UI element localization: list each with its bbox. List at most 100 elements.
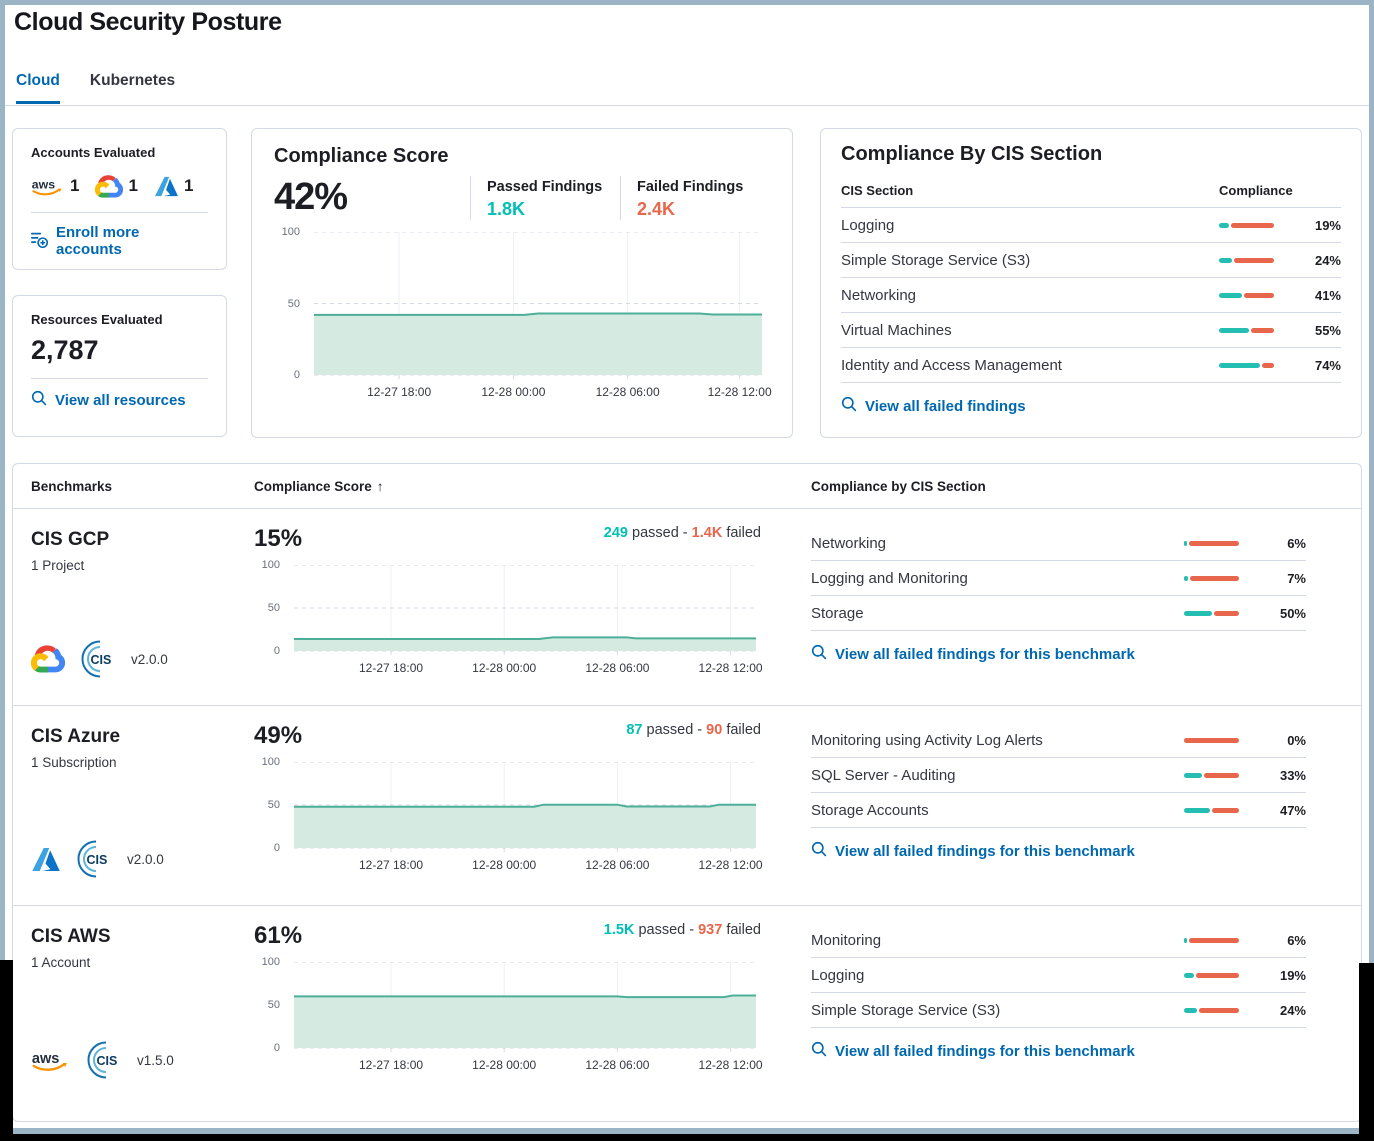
cis-section-row: Networking 41% (841, 278, 1341, 313)
compliance-meter: 19% (1184, 968, 1306, 983)
section-name: Storage (811, 604, 864, 622)
view-all-resources-link[interactable]: View all resources (31, 390, 208, 410)
cis-section-rows: Logging 19% Simple Storage Service (S3) … (841, 208, 1341, 383)
letterbox-bottom-left (0, 960, 13, 1141)
tabs: Cloud Kubernetes (16, 72, 175, 104)
x-axis-label: 12-28 00:00 (472, 1058, 537, 1072)
compliance-percent: 74% (1314, 357, 1341, 373)
compliance-meter: 55% (1219, 323, 1341, 338)
enroll-more-accounts-link[interactable]: Enroll more accounts (31, 224, 208, 258)
divider (31, 378, 208, 379)
bar-passed-segment (1184, 540, 1187, 546)
y-axis-label: 0 (273, 842, 280, 854)
col-compliance-score-sort[interactable]: Compliance Score ↑ (254, 478, 384, 494)
compliance-score-title: Compliance Score (274, 145, 449, 167)
passed-failed-summary: 1.5K passed - 937 failed (603, 922, 761, 938)
benchmark-version: v2.0.0 (131, 651, 168, 667)
gcp-icon (95, 174, 124, 198)
search-icon (811, 841, 827, 857)
trend-area-svg (294, 961, 756, 1052)
compliance-meter: 50% (1184, 606, 1306, 621)
compliance-meter: 6% (1184, 933, 1306, 948)
search-icon (811, 644, 827, 664)
view-failed-findings-benchmark-link[interactable]: View all failed findings for this benchm… (811, 841, 1306, 861)
search-icon (811, 841, 827, 861)
bar-failed-segment (1196, 972, 1239, 978)
trend-area-svg (294, 761, 756, 852)
compliance-bar (1219, 327, 1274, 333)
compliance-bar (1184, 610, 1239, 616)
view-failed-findings-benchmark-link[interactable]: View all failed findings for this benchm… (811, 1041, 1306, 1061)
bar-failed-segment (1251, 327, 1274, 333)
window-border-bottom (0, 1128, 1374, 1134)
passed-count: 1.5K (603, 922, 635, 938)
x-axis-label: 12-28 12:00 (698, 661, 763, 675)
bar-failed-segment (1212, 807, 1239, 813)
tab-cloud[interactable]: Cloud (16, 72, 60, 104)
tab-kubernetes[interactable]: Kubernetes (89, 72, 176, 89)
bar-passed-segment (1219, 327, 1249, 333)
compliance-meter: 33% (1184, 768, 1306, 783)
trend-area-svg (294, 564, 756, 655)
passed-count: 87 (626, 722, 643, 738)
resources-evaluated-count: 2,787 (31, 335, 99, 365)
x-axis-label: 12-27 18:00 (367, 385, 432, 399)
benchmarks-table: Benchmarks Compliance Score ↑ Compliance … (12, 463, 1362, 1122)
svg-text:aws: aws (32, 177, 55, 191)
benchmark-trend-chart: 0 50 100 12-27 18:00 12-28 00:00 12-28 06:00 1… (254, 756, 811, 874)
compliance-percent: 24% (1314, 252, 1341, 268)
benchmark-logos: CIS v2.0.0 (31, 839, 254, 879)
svg-text:CIS: CIS (87, 853, 108, 867)
compliance-score-trend-chart: 0 50 100 12-27 18:00 12-28 00:00 12-28 06:00 1… (274, 226, 772, 417)
passed-failed-summary: 87 passed - 90 failed (626, 722, 761, 738)
bar-failed-segment (1189, 937, 1239, 943)
failed-findings-stat: Failed Findings 2.4K (620, 176, 770, 220)
view-failed-findings-benchmark-link[interactable]: View all failed findings for this benchm… (811, 644, 1306, 664)
cis-section-row: Simple Storage Service (S3) 24% (841, 243, 1341, 278)
failed-count: 1.4K (691, 525, 723, 541)
compliance-percent: 6% (1287, 535, 1306, 551)
azure-icon (154, 176, 178, 196)
divider (31, 212, 208, 213)
failed-count: 937 (698, 922, 723, 938)
section-name: Monitoring using Activity Log Alerts (811, 731, 1043, 749)
x-axis-label: 12-27 18:00 (358, 661, 424, 675)
y-axis-label: 100 (261, 559, 280, 571)
cis-section-row: Storage 50% (811, 596, 1306, 631)
bar-passed-segment (1184, 937, 1187, 943)
view-all-failed-findings-link[interactable]: View all failed findings (841, 396, 1341, 416)
x-axis-label: 12-28 06:00 (595, 385, 660, 399)
bar-failed-segment (1231, 222, 1274, 228)
section-name: Virtual Machines (841, 321, 952, 339)
benchmark-rows: CIS GCP 1 Project CIS v2.0.0 15% 249 pas… (13, 509, 1361, 1106)
compliance-percent: 24% (1279, 1002, 1306, 1018)
benchmark-scope: 1 Subscription (31, 755, 117, 770)
benchmark-version: v2.0.0 (127, 851, 164, 867)
provider-count-value: 1 (70, 176, 80, 195)
search-icon (811, 1041, 827, 1061)
failed-findings-value: 2.4K (637, 199, 676, 219)
section-name: Logging (841, 216, 895, 234)
compliance-bar (1184, 1007, 1239, 1013)
x-axis-label: 12-28 00:00 (472, 661, 537, 675)
compliance-meter: 47% (1184, 803, 1306, 818)
x-axis-label: 12-28 12:00 (698, 858, 763, 872)
passed-findings-stat: Passed Findings 1.8K (470, 176, 620, 220)
cis-logo: CIS (87, 1041, 118, 1079)
benchmark-trend-chart: 0 50 100 12-27 18:00 12-28 00:00 12-28 06:00 1… (254, 559, 811, 677)
passed-failed-summary: 249 passed - 1.4K failed (603, 525, 761, 541)
bar-failed-segment (1244, 292, 1274, 298)
y-axis-label: 50 (287, 297, 300, 310)
provider-count: 1 (154, 176, 193, 197)
section-name: Simple Storage Service (S3) (841, 251, 1031, 269)
list-add-icon (31, 231, 49, 252)
svg-text:CIS: CIS (97, 1054, 118, 1068)
aws-icon: aws (32, 1050, 67, 1071)
cis-section-row: Monitoring 6% (811, 923, 1306, 958)
benchmark-version: v1.5.0 (137, 1052, 174, 1068)
benchmark-score-value: 61% (254, 922, 303, 949)
bar-failed-segment (1190, 575, 1239, 581)
y-axis-label: 0 (273, 645, 280, 657)
compliance-meter: 19% (1219, 218, 1341, 233)
